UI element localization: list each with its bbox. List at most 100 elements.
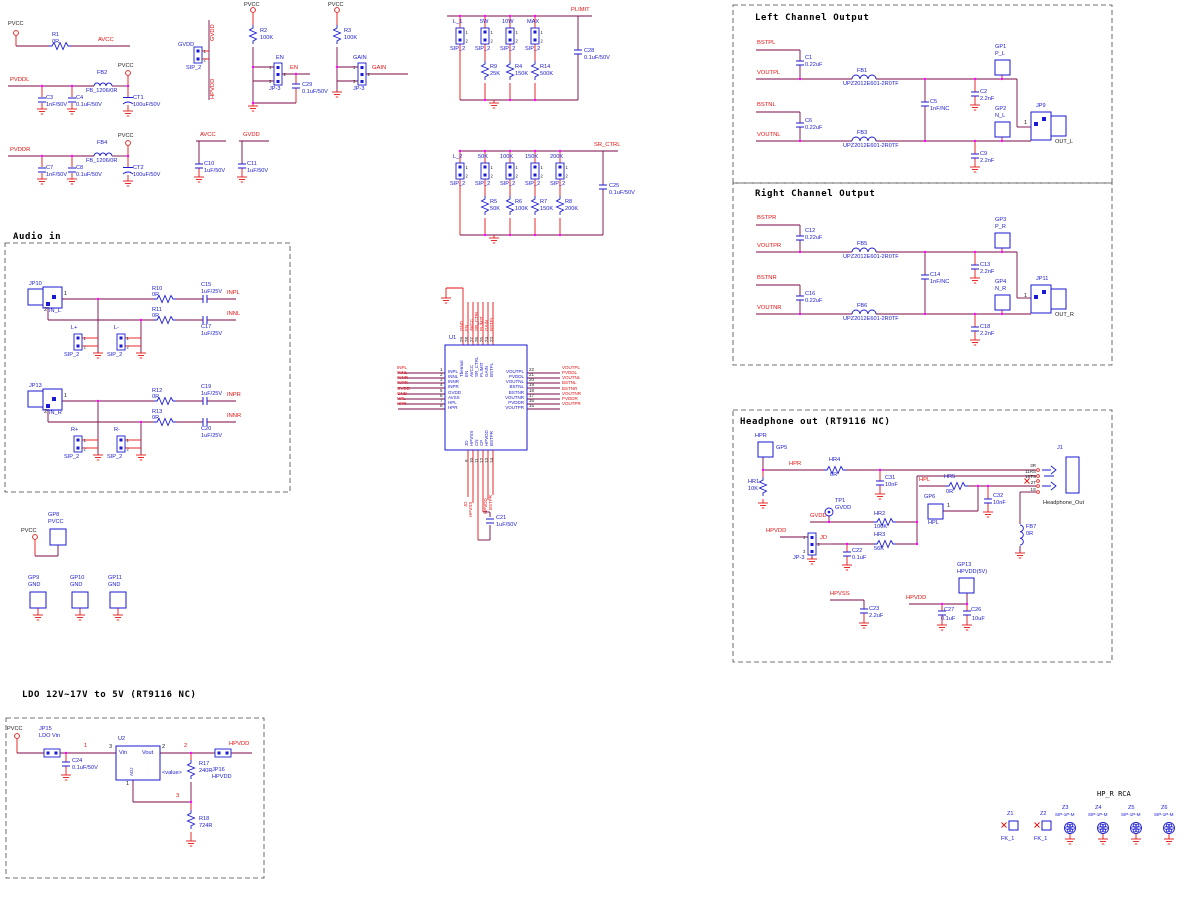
label-bstpl: BSTPL	[489, 362, 494, 377]
label-c22: C22	[852, 548, 863, 554]
svg-text:1: 1	[466, 165, 469, 170]
label-hpr: HPR	[755, 433, 767, 439]
label-voutpr: VOUTPR	[505, 405, 524, 410]
label-z3: Z3	[1062, 805, 1069, 811]
label-r9: R9	[490, 64, 498, 70]
label-innl: INNL	[448, 374, 459, 379]
label-10k: 10K	[748, 486, 758, 492]
label-10uf: 10uF	[972, 616, 985, 622]
label-gain: GAIN	[353, 55, 367, 61]
label-bstnr: BSTNR	[508, 390, 524, 395]
label-ct2: CT2	[133, 165, 144, 171]
label-c31: C31	[885, 475, 896, 481]
label-r6: R6	[515, 199, 523, 205]
capacitors	[38, 49, 992, 767]
label-sip-2: SIP_2	[475, 46, 491, 52]
label-hr3: HR3	[874, 532, 886, 538]
svg-text:2: 2	[284, 72, 287, 77]
label-1nf-50v: 1nF/50V	[46, 102, 68, 108]
label-c11: C11	[247, 161, 257, 167]
label-1uf-50v: 1uF/50V	[204, 168, 226, 174]
label-sip-2: SIP_2	[107, 454, 123, 460]
label-sip-2: SIP_2	[64, 454, 80, 460]
label-1nf-nc: 1nF/NC	[930, 279, 950, 285]
label-c7: C7	[46, 165, 54, 171]
label-r13: R13	[152, 409, 163, 415]
label-pvcc: PVCC	[244, 2, 260, 8]
label-fb-1206-0r: FB_1206/0R	[86, 88, 118, 94]
label-inpr: INPR	[227, 392, 241, 398]
label-c24: C24	[72, 758, 83, 764]
label-fb4: FB4	[97, 140, 108, 146]
label-240r: 240R	[199, 768, 213, 774]
junctions	[40, 14, 1004, 804]
label-r4: R4	[515, 64, 523, 70]
label-c18: C18	[980, 324, 991, 330]
label-hpvdd: HPVDD	[906, 595, 927, 601]
label-1: 1	[64, 393, 68, 399]
label-56k: 56K	[874, 546, 884, 552]
label-100uf-50v: 100uF/50V	[133, 102, 161, 108]
label-1uf-50v: 1uF/50V	[496, 522, 518, 528]
label-pvddl: PVDDL	[562, 370, 578, 375]
label-plimit: PLIMIT	[571, 7, 590, 13]
label-c17: C17	[201, 324, 212, 330]
label-c10: C10	[204, 161, 215, 167]
label-gvdd: GVDD	[178, 42, 195, 48]
label-u1: U1	[449, 335, 457, 341]
label-avss: AVSS	[448, 395, 460, 400]
label-sr-ctrl: SR_CTRL	[594, 142, 621, 148]
label-gnd: GND	[28, 582, 41, 588]
label-sip-2: SIP_2	[450, 46, 466, 52]
label-upz2012e601-2r0tf: UPZ2012E601-2R0TF	[843, 254, 899, 260]
label-voutpl: VOUTPL	[757, 70, 781, 76]
label-voutnl: VOUTNL	[562, 375, 581, 380]
label-1uf-25v: 1uF/25V	[201, 433, 223, 439]
label-hr5: HR5	[944, 474, 956, 480]
label-gp9: GP9	[28, 575, 40, 581]
headphone-jack	[1042, 465, 1057, 491]
label-0r: 0R	[52, 39, 60, 45]
label-gnd: GND	[397, 391, 407, 396]
label-hpvdd: HPVDD	[766, 528, 787, 534]
label-sip-2: SIP_2	[500, 46, 516, 52]
label-out-l: OUT_L	[1055, 139, 1074, 145]
label-20: 20	[529, 377, 535, 382]
label-5: 5	[440, 388, 443, 393]
label-ldo-vin: LDO Vin	[39, 733, 61, 739]
label-hpvdd: HPVDD	[210, 78, 216, 99]
svg-text:1: 1	[803, 535, 806, 540]
label-gp2: GP2	[995, 106, 1007, 112]
label-sip-2: SIP_2	[475, 181, 491, 187]
label-n-l: N_L	[995, 113, 1006, 119]
label-fb5: FB5	[857, 241, 868, 247]
boxes	[27, 59, 1080, 831]
label-z5: Z5	[1128, 805, 1135, 811]
label-gain: GAIN	[372, 65, 387, 71]
label-max: MAX	[527, 19, 540, 25]
label-fb3: FB3	[857, 130, 868, 136]
label-l-2: L_2	[453, 154, 463, 160]
label-bstpr: BSTPR	[488, 494, 493, 510]
label-bstpr: BSTPR	[757, 215, 777, 221]
label-z2: Z2	[1040, 811, 1047, 817]
label-150k: 150K	[515, 71, 529, 77]
label-0-1uf-50v: 0.1uF/50V	[72, 765, 98, 771]
label-0r: 0R	[830, 472, 838, 478]
label-sip-1p-m: SIP-1P-M	[1121, 812, 1141, 817]
label-c20: C20	[201, 426, 212, 432]
label-3: 3	[109, 744, 113, 750]
label-fk-1: FK_1	[1034, 836, 1048, 842]
label-bstnl: BSTNL	[562, 380, 577, 385]
open-pins	[1036, 468, 1040, 494]
label-200k: 200K	[550, 154, 564, 160]
label-en: EN	[276, 55, 284, 61]
label-0-22uf: 0.22uF	[805, 62, 823, 68]
label-10ts: 10TS	[1025, 474, 1036, 479]
label-2: 2	[440, 372, 443, 377]
label-1: 1	[126, 781, 130, 787]
label-upz2012e601-2r0tf: UPZ2012E601-2R0TF	[843, 316, 899, 322]
svg-text:2: 2	[84, 345, 87, 350]
